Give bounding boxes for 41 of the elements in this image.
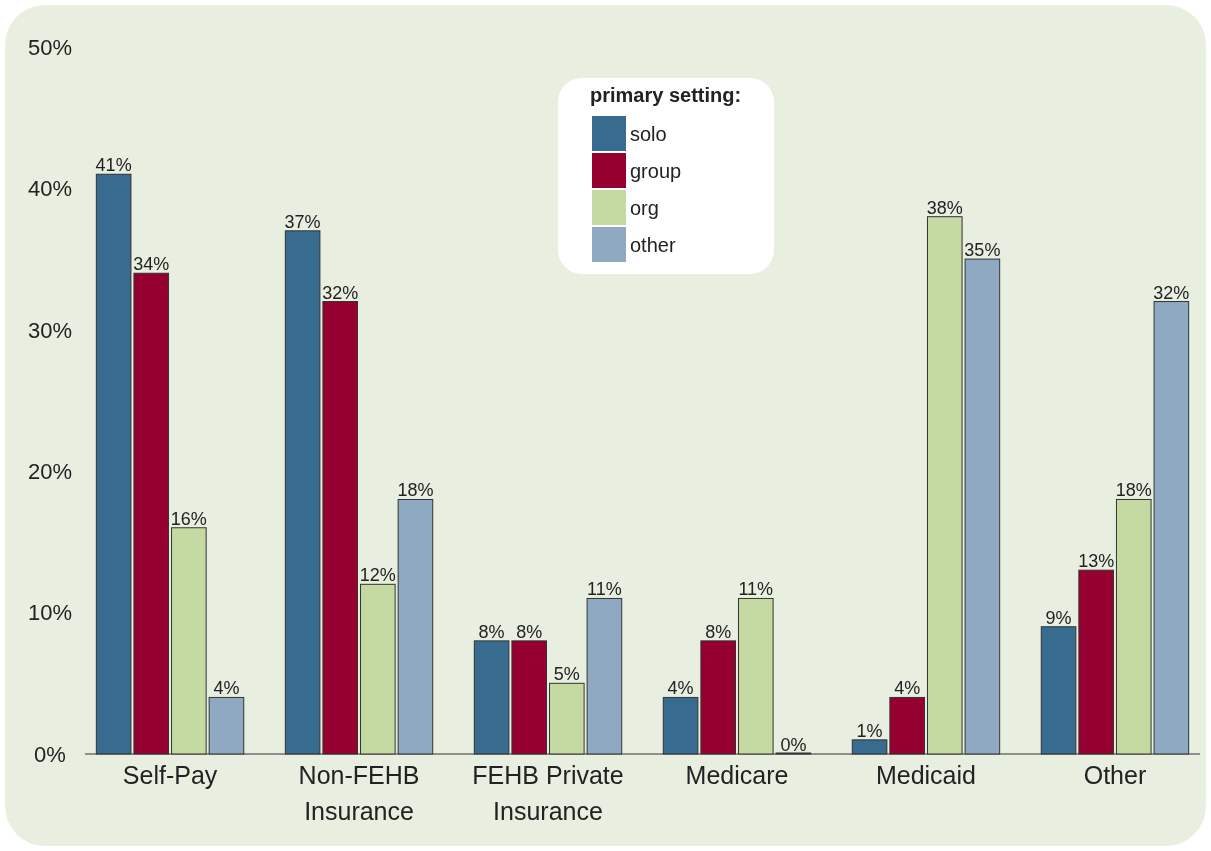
data-label: 34% [133, 254, 170, 275]
x-tick-label: Non-FEHB Insurance [298, 761, 420, 825]
y-tick-label: 40% [27, 176, 73, 202]
data-label: 11% [738, 579, 774, 600]
data-label: 4% [213, 678, 240, 699]
x-tick-label: Medicaid [875, 761, 977, 789]
legend-label: org [630, 197, 659, 219]
data-label: 8% [516, 621, 543, 642]
x-tick-label: FEHB Private Insurance [472, 761, 624, 825]
data-label: 1% [856, 720, 883, 741]
data-label: 4% [894, 678, 921, 699]
data-label: 18% [397, 480, 434, 501]
legend-label: group [630, 160, 682, 182]
data-label: 16% [170, 508, 207, 529]
y-tick-label: 50% [27, 34, 73, 60]
data-label: 32% [322, 282, 359, 303]
legend-title: primary setting: [590, 84, 742, 106]
data-label: 8% [705, 621, 732, 642]
data-label: 11% [587, 579, 622, 600]
x-tick-label: Other [1083, 761, 1147, 789]
data-label: 12% [359, 565, 396, 586]
data-label: 32% [1153, 282, 1190, 303]
y-tick-label: 30% [27, 317, 73, 343]
data-label: 0% [780, 735, 807, 755]
legend-label: solo [630, 123, 667, 145]
legend-label: other [630, 234, 676, 256]
data-label: 4% [667, 678, 694, 699]
y-tick-label: 10% [27, 600, 73, 626]
x-tick-label: Medicare [685, 761, 789, 789]
data-label: 9% [1045, 607, 1072, 628]
y-tick-label: 0% [34, 741, 66, 767]
data-label: 5% [553, 664, 580, 685]
data-label: 41% [95, 155, 132, 176]
x-tick-label: Self-Pay [122, 761, 218, 789]
data-label: 38% [926, 197, 963, 218]
data-label: 35% [964, 240, 1001, 261]
data-label: 13% [1078, 551, 1115, 572]
y-tick-label: 20% [27, 458, 73, 484]
data-label: 18% [1115, 480, 1152, 501]
data-label: 8% [478, 621, 505, 642]
data-label: 37% [284, 211, 321, 232]
